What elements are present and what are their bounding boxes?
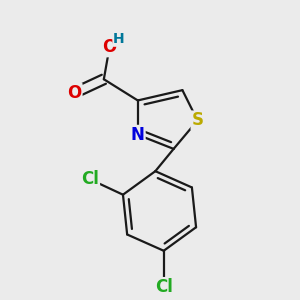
Text: N: N: [131, 126, 145, 144]
Text: H: H: [113, 32, 125, 46]
Text: S: S: [191, 111, 203, 129]
Text: O: O: [68, 84, 82, 102]
Text: O: O: [102, 38, 117, 56]
Text: Cl: Cl: [81, 170, 99, 188]
Text: Cl: Cl: [155, 278, 172, 296]
